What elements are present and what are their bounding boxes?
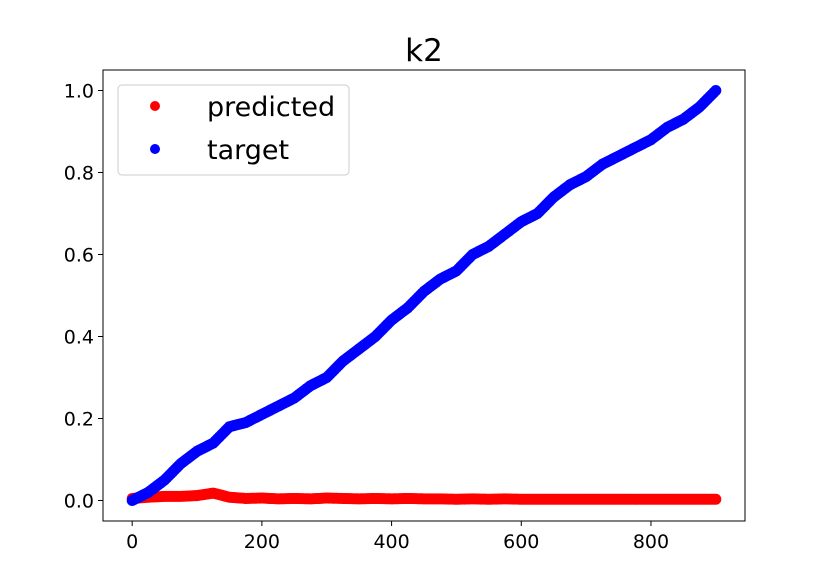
y-tick-label: 1.0: [64, 81, 94, 103]
legend-label-predicted: predicted: [207, 92, 335, 123]
y-tick-label: 0.8: [64, 163, 94, 185]
point-predicted: [710, 493, 722, 505]
axis-ticks: 0 200 400 600 800 0.0 0.2 0.4 0.6 0.8 1.0: [64, 81, 669, 554]
point-target: [710, 85, 722, 96]
legend-box: [117, 84, 350, 176]
legend-marker-predicted: [150, 101, 160, 111]
x-tick-label: 800: [633, 531, 669, 553]
y-tick-label: 0.2: [64, 409, 94, 431]
x-tick-label: 200: [244, 531, 280, 553]
y-tick-label: 0.6: [64, 245, 94, 267]
chart-title: k2: [405, 33, 443, 69]
legend-marker-target: [150, 144, 160, 154]
x-tick-label: 400: [373, 531, 409, 553]
data-points: [126, 85, 722, 506]
y-tick-label: 0.0: [64, 491, 94, 513]
y-tick-label: 0.4: [64, 327, 94, 349]
legend: predicted target: [117, 84, 350, 176]
x-tick-label: 600: [503, 531, 539, 553]
legend-label-target: target: [207, 135, 289, 166]
plot-frame: [102, 69, 746, 522]
x-tick-label: 0: [126, 531, 138, 553]
